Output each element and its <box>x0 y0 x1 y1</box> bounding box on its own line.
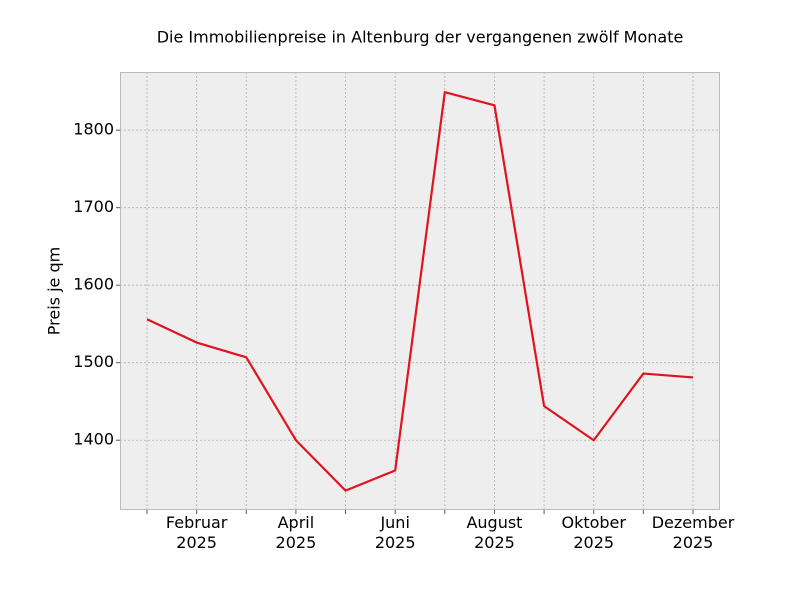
y-axis-label: Preis je qm <box>45 247 64 335</box>
x-tick-label: April 2025 <box>275 513 317 552</box>
y-tick-label: 1400 <box>73 430 114 449</box>
x-tick-label: Februar 2025 <box>165 513 228 552</box>
y-tick-label: 1700 <box>73 197 114 216</box>
y-tick-label: 1800 <box>73 120 114 139</box>
x-tick-label: August 2025 <box>466 513 523 552</box>
x-tick-label: Juni 2025 <box>374 513 416 552</box>
data-line <box>146 91 694 492</box>
plot-area <box>120 72 720 510</box>
x-tick-label: Dezember 2025 <box>651 513 735 552</box>
y-tick-label: 1500 <box>73 352 114 371</box>
chart-title: Die Immobilienpreise in Altenburg der ve… <box>157 28 684 47</box>
x-tick-label: Oktober 2025 <box>561 513 626 552</box>
y-tick-label: 1600 <box>73 275 114 294</box>
plot-frame <box>120 72 720 510</box>
